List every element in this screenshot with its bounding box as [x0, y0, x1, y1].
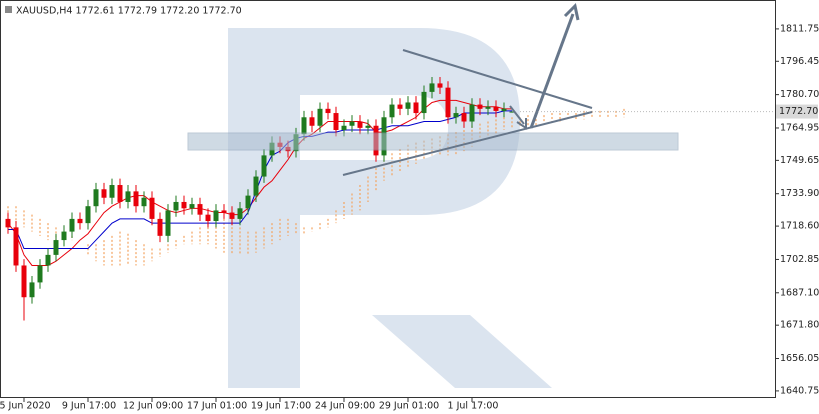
candle-body — [445, 87, 451, 118]
candle-body — [133, 191, 139, 207]
indicator-line — [7, 99, 512, 266]
trend-line — [402, 49, 593, 109]
candle-body — [229, 212, 235, 219]
candle-body — [413, 102, 419, 114]
x-tick-label: 12 Jun 09:00 — [123, 401, 183, 412]
candle-body — [333, 113, 339, 130]
candle-body — [437, 83, 443, 88]
candle-body — [365, 125, 371, 128]
y-tick-label: 1640.75 — [780, 385, 819, 396]
y-tick-label: 1702.85 — [780, 254, 819, 265]
candle-body — [53, 240, 59, 255]
y-tick-label: 1749.65 — [780, 155, 819, 166]
candle-body — [165, 210, 171, 236]
candle-body — [149, 197, 155, 219]
candle-body — [325, 108, 331, 114]
candle-body — [429, 83, 435, 92]
candle-body — [45, 254, 51, 266]
chart-title: XAUUSD,H4 1772.61 1772.79 1772.20 1772.7… — [16, 6, 242, 17]
candle-body — [173, 201, 179, 211]
y-tick-label: 1687.10 — [780, 287, 819, 298]
candle-body — [509, 111, 515, 113]
last-price-label: 1772.70 — [779, 106, 818, 117]
candle-body — [61, 231, 67, 241]
watermark — [228, 28, 552, 388]
candle-body — [197, 204, 203, 215]
candle-body — [485, 106, 491, 109]
candle-body — [477, 104, 483, 109]
x-tick-label: 29 Jun 01:00 — [379, 401, 439, 412]
y-tick-label: 1656.05 — [780, 353, 819, 364]
y-tick-label: 1671.80 — [780, 320, 819, 331]
x-tick-label: 5 Jun 2020 — [0, 401, 51, 412]
candle-body — [21, 265, 27, 298]
y-tick-label: 1733.90 — [780, 188, 819, 199]
forecast-arrow — [509, 105, 525, 125]
x-tick-label: 24 Jun 09:00 — [315, 401, 375, 412]
candle-body — [85, 206, 91, 224]
candle-body — [461, 113, 467, 122]
candle-body — [501, 108, 507, 111]
trend-line — [342, 111, 593, 176]
candle-body — [309, 117, 315, 126]
arrow-head — [516, 118, 527, 130]
candle-body — [389, 104, 395, 118]
candle-body — [469, 104, 475, 122]
candle-body — [405, 102, 411, 109]
candle-body — [245, 195, 251, 209]
y-tick-label: 1764.95 — [780, 122, 819, 133]
y-tick-label: 1718.60 — [780, 221, 819, 232]
candle-body — [101, 189, 107, 198]
candle-body — [421, 91, 427, 114]
candle-body — [37, 265, 43, 283]
candle-body — [117, 185, 123, 202]
y-tick-label: 1811.75 — [780, 23, 819, 34]
candle-body — [253, 176, 259, 196]
x-tick-label: 19 Jun 17:00 — [251, 401, 311, 412]
forecast-arrow — [529, 13, 575, 129]
candle-body — [29, 282, 35, 298]
candle-body — [301, 117, 307, 135]
trend-lines — [342, 2, 593, 176]
arrow-head — [563, 2, 580, 21]
y-tick-label: 1796.45 — [780, 56, 819, 67]
candle-body — [453, 113, 459, 118]
indicator-line — [8, 110, 512, 250]
candle-body — [157, 218, 163, 236]
candle-body — [493, 106, 499, 111]
last-price-box — [776, 104, 818, 119]
y-tick-label: 1780.70 — [780, 89, 819, 100]
symbol-icon — [5, 6, 12, 13]
candle-body — [125, 191, 131, 202]
candle-body — [69, 218, 75, 232]
candle-body — [205, 214, 211, 222]
watermark-leg — [372, 315, 552, 388]
candle-body — [349, 121, 355, 126]
candle-body — [221, 210, 227, 213]
candle-body — [77, 218, 83, 224]
candle-body — [13, 227, 19, 266]
candle-body — [341, 125, 347, 130]
candle-body — [93, 189, 99, 207]
candle-body — [141, 197, 147, 207]
x-tick-label: 1 Jul 17:00 — [448, 401, 499, 412]
candle-body — [213, 210, 219, 222]
candle-body — [357, 121, 363, 128]
candle-body — [189, 204, 195, 209]
x-tick-label: 17 Jun 01:00 — [187, 401, 247, 412]
candle-body — [5, 218, 11, 228]
candle-body — [109, 185, 115, 198]
support-zone — [187, 132, 679, 151]
candle-body — [317, 108, 323, 126]
candle-body — [261, 155, 267, 177]
candle-body — [397, 104, 403, 109]
x-tick-label: 9 Jun 17:00 — [62, 401, 116, 412]
watermark-r — [228, 28, 520, 388]
candle-body — [181, 201, 187, 209]
candle-body — [237, 208, 243, 219]
